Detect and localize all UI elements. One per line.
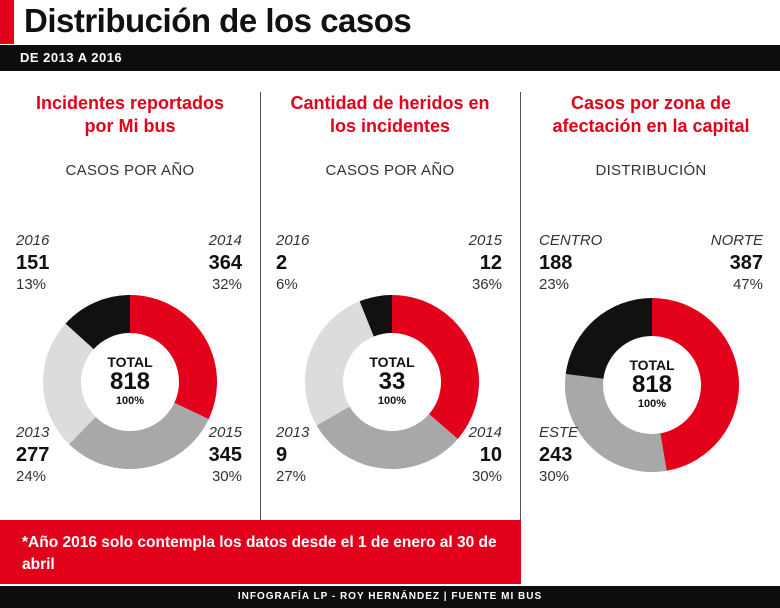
donut-chart-incidents xyxy=(42,295,218,470)
donut-slice-centro xyxy=(565,298,652,379)
slice-percent: 30% xyxy=(539,468,570,485)
slice-percent: 32% xyxy=(211,276,242,293)
slice-percent: 30% xyxy=(471,468,502,485)
slice-label-2016: 2016 151 13% xyxy=(16,230,49,296)
donut-slice-2014 xyxy=(316,406,458,469)
slice-value: 364 xyxy=(208,252,242,274)
slice-percent: 6% xyxy=(276,276,298,293)
slice-name: 2013 xyxy=(276,424,310,441)
slice-name: 2016 xyxy=(16,232,50,249)
panel-injured: Cantidad de heridos en los incidentes CA… xyxy=(262,86,518,526)
donut-slice-2016 xyxy=(65,295,130,350)
donut-center: TOTAL 33 100% xyxy=(352,354,432,408)
slice-name: 2014 xyxy=(468,424,502,441)
panel-incidents: Incidentes reportados por Mi bus CASOS P… xyxy=(2,86,258,526)
donut-slice-norte xyxy=(652,298,740,471)
slice-label-2016: 2016 2 6% xyxy=(276,230,309,296)
panel-subtitle: DISTRIBUCIÓN xyxy=(595,162,707,179)
panel-subtitle: CASOS POR AÑO xyxy=(325,162,455,179)
slice-percent: 27% xyxy=(276,468,307,485)
slice-label-este: ESTE 243 30% xyxy=(539,422,578,488)
donut-slice-2014 xyxy=(130,295,218,420)
title-accent xyxy=(0,0,14,44)
slice-label-2013: 2013 9 27% xyxy=(276,422,309,488)
slice-percent: 24% xyxy=(16,468,47,485)
donut-chart-zones xyxy=(565,298,740,473)
panel-title: Incidentes reportados por Mi bus xyxy=(35,93,225,136)
slice-name: 2015 xyxy=(468,232,502,249)
slice-name: NORTE xyxy=(710,232,763,249)
total-value: 818 xyxy=(631,371,673,398)
slice-percent: 30% xyxy=(211,468,242,485)
slice-label-2013: 2013 277 24% xyxy=(16,422,49,488)
slice-value: 10 xyxy=(479,444,502,466)
slice-name: 2016 xyxy=(276,232,310,249)
slice-value: 12 xyxy=(479,252,502,274)
divider-2 xyxy=(520,92,521,520)
slice-value: 151 xyxy=(16,252,50,274)
total-label: TOTAL xyxy=(107,354,153,370)
slice-name: 2014 xyxy=(208,232,242,249)
slice-label-2014: 2014 364 32% xyxy=(209,230,242,296)
slice-value: 2 xyxy=(276,252,288,274)
slice-percent: 47% xyxy=(732,276,763,293)
slice-percent: 23% xyxy=(539,276,570,293)
total-value: 818 xyxy=(109,368,151,395)
donut-slice-2015 xyxy=(392,295,479,439)
slice-label-2014: 2014 10 30% xyxy=(469,422,502,488)
total-label: TOTAL xyxy=(629,357,675,373)
slice-percent: 36% xyxy=(471,276,502,293)
total-label: TOTAL xyxy=(369,354,415,370)
donut-slice-2013 xyxy=(305,301,374,426)
slice-value: 345 xyxy=(208,444,242,466)
donut-slice-2013 xyxy=(42,323,96,445)
panel-title: Cantidad de heridos en los incidentes xyxy=(290,93,490,136)
slice-value: 387 xyxy=(729,252,763,274)
donut-center: TOTAL 818 100% xyxy=(612,357,692,411)
total-percent: 100% xyxy=(637,398,667,410)
divider-1 xyxy=(260,92,261,520)
panel-subtitle: CASOS POR AÑO xyxy=(65,162,195,179)
donut-slice-2016 xyxy=(359,295,392,337)
slice-label-centro: CENTRO 188 23% xyxy=(539,230,602,296)
slice-percent: 13% xyxy=(16,276,47,293)
slice-name: CENTRO xyxy=(539,232,603,249)
donut-slice-2015 xyxy=(69,402,209,470)
footnote: *Año 2016 solo contempla los datos desde… xyxy=(0,520,521,584)
slice-name: 2013 xyxy=(16,424,50,441)
total-percent: 100% xyxy=(115,395,145,407)
title-bar: Distribución de los casos xyxy=(0,0,780,44)
donut-chart-injured xyxy=(305,295,479,469)
credits-footer: INFOGRAFÍA LP - ROY HERNÁNDEZ | FUENTE M… xyxy=(0,586,780,608)
subtitle-bar: DE 2013 A 2016 xyxy=(0,45,780,71)
slice-label-norte: NORTE 387 47% xyxy=(711,230,763,296)
slice-value: 9 xyxy=(276,444,288,466)
slice-label-2015: 2015 12 36% xyxy=(469,230,502,296)
total-percent: 100% xyxy=(377,395,407,407)
slice-name: ESTE xyxy=(539,424,579,441)
donut-slice-este xyxy=(565,374,667,473)
panel-title: Casos por zona de afectación en la capit… xyxy=(552,93,750,136)
donut-center: TOTAL 818 100% xyxy=(90,354,170,408)
panel-zones: Casos por zona de afectación en la capit… xyxy=(523,86,779,526)
slice-value: 243 xyxy=(539,444,573,466)
slice-name: 2015 xyxy=(208,424,242,441)
total-value: 33 xyxy=(378,368,406,395)
page-title: Distribución de los casos xyxy=(24,2,412,39)
slice-value: 277 xyxy=(16,444,50,466)
slice-value: 188 xyxy=(539,252,573,274)
slice-label-2015: 2015 345 30% xyxy=(209,422,242,488)
